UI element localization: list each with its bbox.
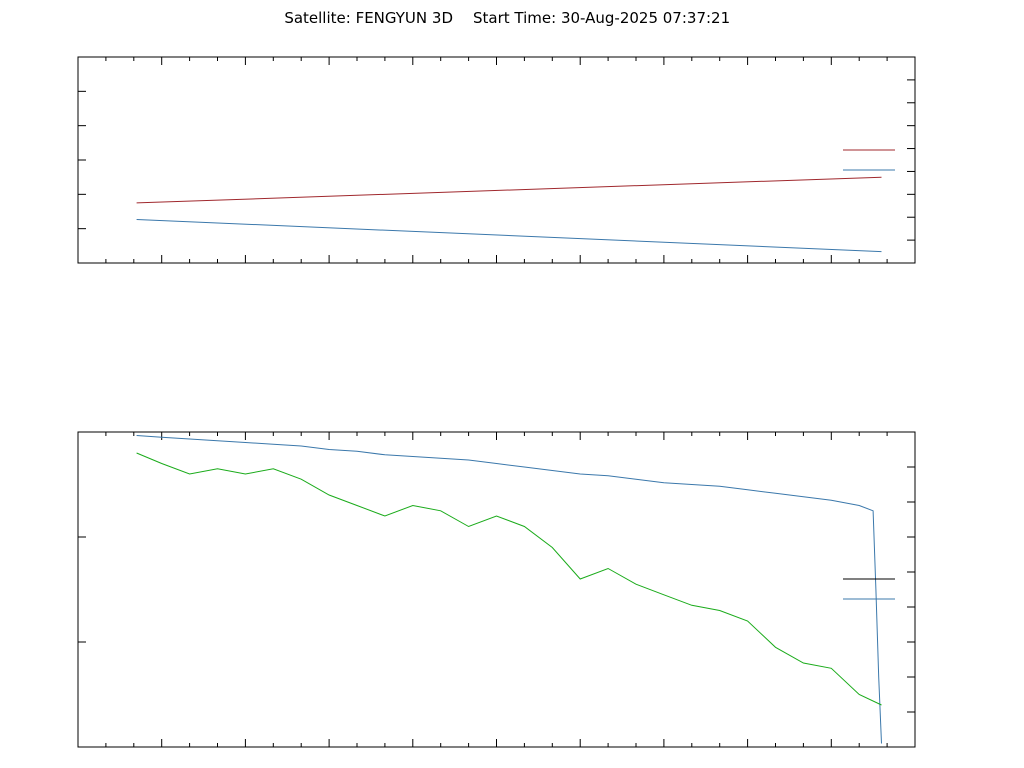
series-azimuth-line xyxy=(136,176,882,204)
receive-signal-chart xyxy=(77,431,916,748)
series-ebno-line xyxy=(136,435,882,744)
plot-frame xyxy=(77,431,916,748)
series-signal-trace-line xyxy=(136,452,882,706)
series-elevation-line xyxy=(136,219,882,253)
satellite-label: Satellite: FENGYUN 3D xyxy=(284,9,453,27)
plot-frame xyxy=(77,56,916,264)
position-chart xyxy=(77,56,916,264)
start-time-label: Start Time: 30-Aug-2025 07:37:21 xyxy=(473,9,730,27)
